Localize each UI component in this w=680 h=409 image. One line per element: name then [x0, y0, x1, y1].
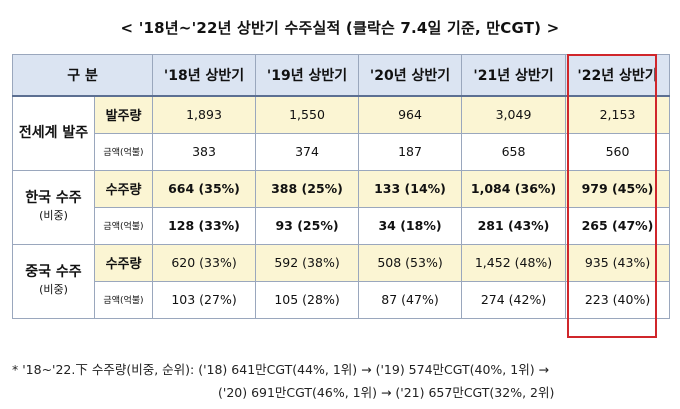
table-cell: 34 (18%) [358, 206, 463, 245]
metric-label: 수주량 [93, 243, 154, 282]
table-row: 금액(억불) 383 374 187 658 560 [13, 132, 671, 171]
table-row: 금액(억불) 103 (27%) 105 (28%) 87 (47%) 274 … [13, 280, 671, 319]
table-row: 한국 수주 (비중) 수주량 664 (35%) 388 (25%) 133 (… [12, 169, 671, 245]
table-row: 중국 수주 (비중) 수주량 620 (33%) 592 (38%) 508 (… [12, 243, 671, 319]
table-cell: 274 (42%) [461, 280, 567, 319]
order-performance-table: 구 분 '18년 상반기 '19년 상반기 '20년 상반기 '21년 상반기 … [11, 54, 671, 319]
table-cell: 133 (14%) [358, 169, 463, 208]
table-cell: 964 [358, 95, 463, 134]
group-sub: (비중) [39, 283, 68, 296]
table-title: < '18년~'22년 상반기 수주실적 (클락슨 7.4일 기준, 만CGT)… [120, 19, 560, 37]
table-cell: 560 [565, 132, 671, 171]
metric-label: 발주량 [93, 95, 154, 134]
header-year-2022: '22년 상반기 [565, 54, 671, 97]
table-cell: 3,049 [461, 95, 567, 134]
header-year-2018: '18년 상반기 [152, 54, 257, 97]
table-cell: 1,452 (48%) [461, 243, 567, 282]
footnote: * '18~'22.下 수주량(비중, 순위): ('18) 641만CGT(4… [12, 358, 672, 404]
table-cell: 281 (43%) [461, 206, 567, 245]
table-cell: 103 (27%) [152, 280, 257, 319]
group-name: 중국 수주 [25, 264, 82, 280]
table-cell: 2,153 [565, 95, 671, 134]
group-label-world: 전세계 발주 [12, 95, 95, 171]
group-name: 전세계 발주 [18, 125, 89, 142]
table-cell: 658 [461, 132, 567, 171]
table-cell: 388 (25%) [255, 169, 360, 208]
metric-label: 금액(억불) [93, 206, 154, 245]
table-row: 금액(억불) 128 (33%) 93 (25%) 34 (18%) 281 (… [13, 206, 671, 245]
header-year-2020: '20년 상반기 [358, 54, 463, 97]
header-year-2019: '19년 상반기 [255, 54, 360, 97]
table-cell: 508 (53%) [358, 243, 463, 282]
table-cell: 1,550 [255, 95, 360, 134]
metric-label: 금액(억불) [93, 280, 154, 319]
footnote-line-2: ('20) 691만CGT(46%, 1위) → ('21) 657만CGT(3… [218, 385, 555, 400]
table-cell: 128 (33%) [152, 206, 257, 245]
table-cell: 620 (33%) [152, 243, 257, 282]
table-cell: 87 (47%) [358, 280, 463, 319]
table-row: 전세계 발주 발주량 1,893 1,550 964 3,049 2,153 [12, 95, 671, 171]
table-cell: 187 [358, 132, 463, 171]
table-cell: 1,084 (36%) [461, 169, 567, 208]
group-sub: (비중) [39, 209, 68, 222]
table-cell: 105 (28%) [255, 280, 360, 319]
header-category: 구 분 [11, 54, 154, 97]
group-label-china: 중국 수주 (비중) [12, 243, 95, 319]
group-name: 한국 수주 [25, 190, 82, 206]
table-cell: 93 (25%) [255, 206, 360, 245]
header-row: 구 분 '18년 상반기 '19년 상반기 '20년 상반기 '21년 상반기 … [11, 54, 671, 97]
footnote-line-1: * '18~'22.下 수주량(비중, 순위): ('18) 641만CGT(4… [12, 362, 550, 377]
metric-label: 수주량 [93, 169, 154, 208]
table-cell: 592 (38%) [255, 243, 360, 282]
table-cell: 664 (35%) [152, 169, 257, 208]
table-cell: 265 (47%) [565, 206, 671, 245]
table-cell: 935 (43%) [565, 243, 671, 282]
table-cell: 223 (40%) [565, 280, 671, 319]
metric-label: 금액(억불) [93, 132, 154, 171]
table-cell: 383 [152, 132, 257, 171]
table-cell: 1,893 [152, 95, 257, 134]
table-cell: 374 [255, 132, 360, 171]
header-year-2021: '21년 상반기 [461, 54, 567, 97]
group-label-korea: 한국 수주 (비중) [12, 169, 95, 245]
table-cell: 979 (45%) [565, 169, 671, 208]
